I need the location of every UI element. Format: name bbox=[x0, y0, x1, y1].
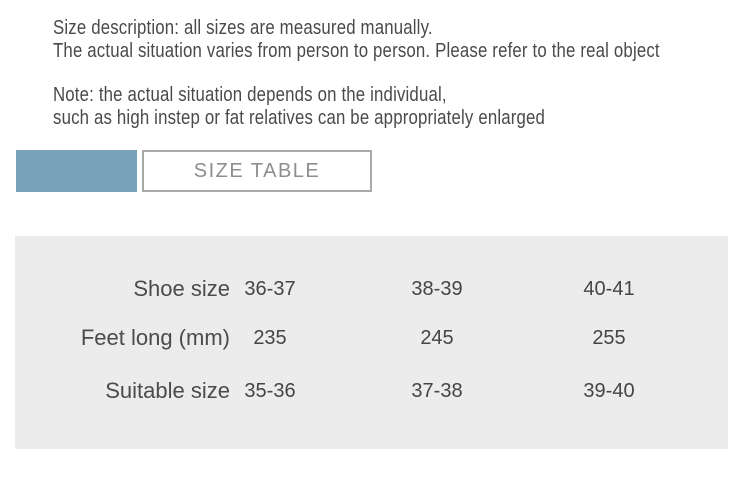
size-table-header-label: SIZE TABLE bbox=[193, 159, 321, 182]
row-label: Suitable size bbox=[105, 378, 230, 403]
row-label: Feet long (mm) bbox=[80, 325, 230, 350]
size-description-line2: The actual situation varies from person … bbox=[53, 40, 660, 62]
row-value: 39-40 bbox=[583, 380, 635, 402]
blue-color-swatch bbox=[16, 150, 137, 192]
table-row: Feet long (mm) 235 245 255 bbox=[15, 323, 728, 353]
row-label: Shoe size bbox=[133, 276, 230, 301]
size-description-line1: Size description: all sizes are measured… bbox=[53, 17, 433, 39]
size-table-header: SIZE TABLE bbox=[142, 150, 372, 192]
row-value: 40-41 bbox=[583, 278, 635, 300]
note-line2: such as high instep or fat relatives can… bbox=[53, 107, 546, 129]
row-value: 245 bbox=[420, 327, 454, 349]
row-value: 235 bbox=[253, 327, 287, 349]
row-value: 35-36 bbox=[244, 380, 296, 402]
table-row: Shoe size 36-37 38-39 40-41 bbox=[15, 274, 728, 304]
note-text: Note: the actual situation depends on th… bbox=[53, 84, 545, 130]
table-row: Suitable size 35-36 37-38 39-40 bbox=[15, 376, 728, 406]
row-value: 255 bbox=[592, 327, 626, 349]
row-value: 37-38 bbox=[411, 380, 463, 402]
size-description-text: Size description: all sizes are measured… bbox=[53, 17, 660, 63]
row-value: 36-37 bbox=[244, 278, 296, 300]
note-line1: Note: the actual situation depends on th… bbox=[53, 84, 447, 106]
row-value: 38-39 bbox=[411, 278, 463, 300]
size-table-panel: Shoe size 36-37 38-39 40-41 Feet long (mm) 23… bbox=[15, 236, 728, 449]
